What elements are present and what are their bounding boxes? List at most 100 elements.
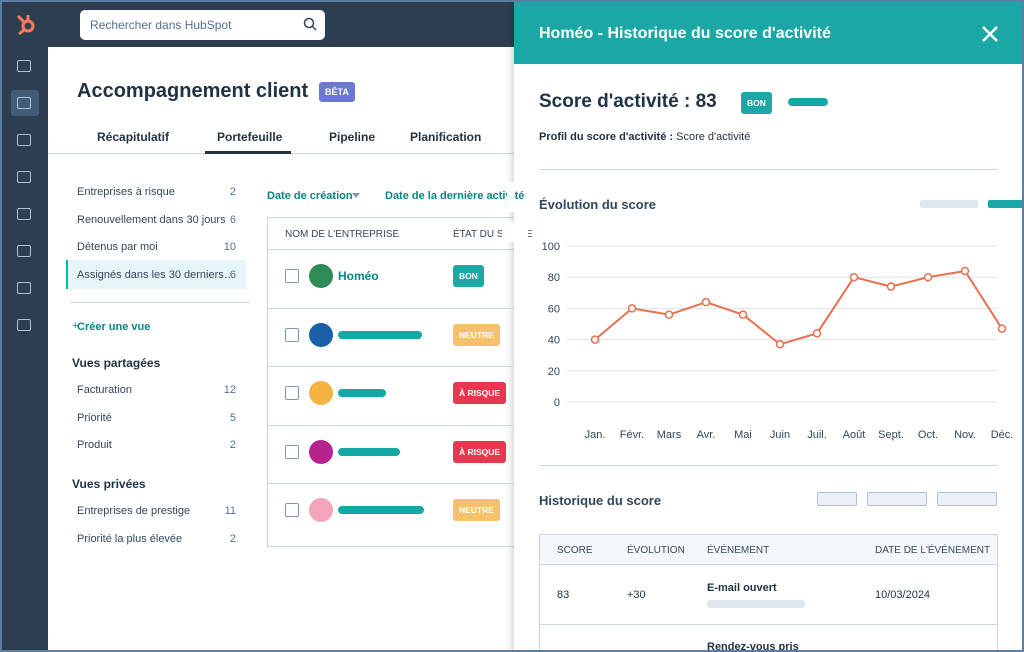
tab[interactable]: Planification bbox=[410, 130, 482, 144]
point bbox=[849, 272, 859, 282]
nav-icon[interactable] bbox=[17, 134, 31, 146]
column-header: DATE DE L'ÉVÉNEMENT bbox=[875, 545, 991, 556]
placeholder-bar bbox=[338, 506, 424, 515]
placeholder-bar bbox=[338, 330, 422, 339]
x-tick-label: Avr. bbox=[697, 429, 716, 441]
row-divider bbox=[267, 307, 514, 309]
view-count: 2 bbox=[229, 186, 236, 198]
nav-icon[interactable] bbox=[17, 97, 31, 109]
status-badge: BON bbox=[453, 265, 484, 287]
nav-active[interactable] bbox=[11, 90, 39, 116]
legend-placeholder bbox=[920, 200, 978, 208]
tab[interactable]: Pipeline bbox=[329, 130, 376, 144]
checkbox[interactable] bbox=[285, 444, 299, 459]
panel-title: Homéo - Historique du score d'activité bbox=[539, 25, 831, 42]
nav-icon[interactable] bbox=[17, 60, 31, 72]
checkbox[interactable] bbox=[285, 269, 299, 283]
view-count: 5 bbox=[229, 411, 236, 424]
placeholder-bar bbox=[338, 389, 386, 398]
point bbox=[886, 282, 896, 291]
view-count: 10 bbox=[223, 241, 236, 253]
x-tick-label: Sept. bbox=[878, 429, 904, 441]
x-tick-label: Mars bbox=[657, 429, 682, 441]
view-count: 2 bbox=[229, 439, 236, 451]
nav-icon[interactable] bbox=[17, 171, 31, 183]
nav-icon[interactable] bbox=[17, 319, 31, 331]
filter[interactable]: Date de création bbox=[267, 190, 353, 202]
view-selected bbox=[66, 260, 246, 289]
close-button[interactable] bbox=[980, 24, 1000, 44]
company-logo bbox=[309, 439, 333, 464]
company-logo bbox=[309, 498, 333, 523]
status-badge: À RISQUE bbox=[453, 382, 507, 405]
tab[interactable]: Récapitulatif bbox=[97, 130, 170, 144]
y-tick-label: 100 bbox=[542, 241, 560, 253]
search-box[interactable]: Rechercher dans HubSpot bbox=[80, 10, 325, 40]
company-name[interactable]: Homéo bbox=[338, 269, 379, 283]
point bbox=[960, 266, 970, 276]
view-name[interactable]: Priorité la plus élevée bbox=[77, 532, 183, 545]
create-view[interactable]: Créer une vue bbox=[77, 321, 151, 333]
status-badge: À RISQUE bbox=[453, 440, 507, 463]
beta-badge: BÊTA bbox=[319, 82, 355, 102]
checkbox[interactable] bbox=[285, 386, 299, 401]
y-tick-label: 20 bbox=[548, 366, 560, 378]
placeholder-button[interactable] bbox=[937, 492, 997, 506]
view-name[interactable]: Assignés dans les 30 derniers… bbox=[77, 268, 235, 281]
tab-indicator bbox=[205, 151, 291, 154]
view-name[interactable]: Entreprises de prestige bbox=[77, 505, 191, 517]
filter[interactable]: Date de la dernière activité bbox=[385, 190, 525, 202]
view-name[interactable]: Détenus par moi bbox=[77, 241, 158, 253]
tab[interactable]: Portefeuille bbox=[217, 130, 283, 144]
view-name[interactable]: Renouvellement dans 30 jours bbox=[77, 213, 226, 226]
view-name[interactable]: Produit bbox=[77, 439, 112, 451]
clip bbox=[514, 217, 528, 552]
x-tick-label: Jan. bbox=[585, 429, 606, 441]
x-tick-label: Juil. bbox=[807, 429, 827, 441]
view-count: 12 bbox=[223, 384, 236, 396]
row-divider bbox=[267, 424, 514, 426]
cell: Rendez-vous pris bbox=[707, 641, 799, 652]
section-title: Vues partagées bbox=[72, 356, 161, 370]
y-tick-label: 80 bbox=[548, 272, 560, 284]
cell: 10/03/2024 bbox=[875, 589, 931, 601]
divider bbox=[539, 169, 998, 170]
column-header: ÉVOLUTION bbox=[627, 545, 685, 556]
placeholder-button[interactable] bbox=[867, 492, 927, 506]
point bbox=[664, 310, 674, 319]
column-header: ÉVÉNEMENT bbox=[707, 545, 770, 556]
profile-label: Profil du score d'activité : bbox=[539, 131, 674, 143]
checkbox[interactable] bbox=[285, 327, 299, 342]
column-header: ÉTAT DU SCORE bbox=[453, 229, 533, 240]
point bbox=[775, 340, 785, 349]
clip bbox=[502, 222, 514, 242]
x-tick-label: Nov. bbox=[954, 429, 976, 441]
y-tick-label: 60 bbox=[548, 303, 560, 315]
status-badge: NEUTRE bbox=[453, 323, 500, 346]
column-header: SCORE bbox=[557, 545, 593, 556]
nav-icon[interactable] bbox=[17, 245, 31, 257]
caret bbox=[352, 193, 360, 198]
y-tick-label: 40 bbox=[548, 335, 560, 347]
legend-placeholder bbox=[988, 200, 1022, 208]
view-count: 6 bbox=[229, 268, 236, 281]
clip bbox=[507, 182, 515, 212]
view-count: 11 bbox=[224, 505, 236, 517]
view-name[interactable]: Facturation bbox=[77, 384, 133, 396]
point bbox=[738, 310, 748, 319]
view-count: 2 bbox=[229, 532, 236, 545]
divider bbox=[70, 302, 250, 303]
column-header: NOM DE L'ENTREPRISE bbox=[285, 229, 400, 240]
view-name[interactable]: Entreprises à risque bbox=[77, 186, 175, 198]
placeholder-button[interactable] bbox=[817, 492, 857, 506]
checkbox[interactable] bbox=[285, 503, 299, 518]
view-name[interactable]: Priorité bbox=[77, 411, 112, 424]
divider bbox=[267, 249, 514, 250]
line bbox=[594, 269, 1003, 346]
page-title: Accompagnement client bbox=[77, 80, 309, 102]
nav-icon[interactable] bbox=[17, 282, 31, 294]
status-badge: NEUTRE bbox=[453, 499, 500, 522]
nav-icon[interactable] bbox=[17, 208, 31, 220]
chart: 0 20 40 60 80 100 Jan. Févr. Mars Avr. Mai Juin Juil… bbox=[542, 241, 1014, 441]
